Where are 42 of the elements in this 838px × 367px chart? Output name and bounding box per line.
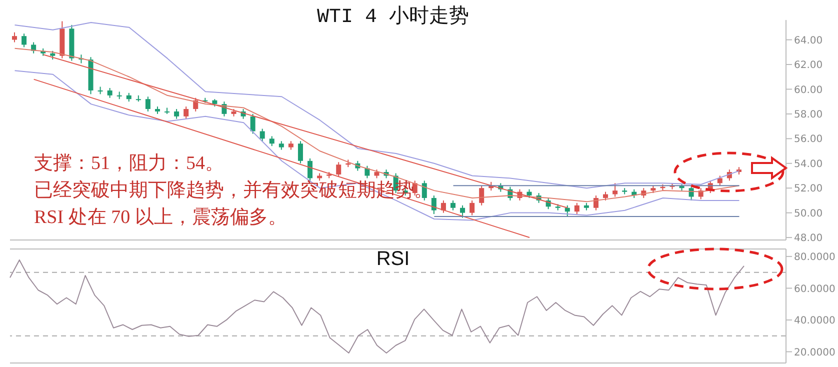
candlestick xyxy=(479,185,484,206)
y-tick-label: 80.0000 xyxy=(794,252,836,264)
chart-title: RSI xyxy=(375,248,411,271)
candlestick xyxy=(717,175,722,186)
y-tick-label: 54.00 xyxy=(794,158,823,170)
chart-title: WTI 4 小时走势 xyxy=(316,4,470,29)
y-tick-label: 40.0000 xyxy=(794,316,836,327)
candlestick xyxy=(145,96,150,112)
y-tick-label: 60.00 xyxy=(794,84,823,96)
candlestick xyxy=(184,106,189,120)
candlestick xyxy=(564,204,570,218)
y-tick-label: 50.00 xyxy=(794,208,823,220)
candlestick xyxy=(460,204,466,218)
annotation: RSI 处在 70 以上，震荡偏多。 xyxy=(34,206,287,230)
candlestick xyxy=(269,136,274,147)
candlestick xyxy=(612,182,618,198)
candlestick xyxy=(298,140,303,164)
y-tick-label: 58.00 xyxy=(794,109,823,120)
candlestick xyxy=(440,200,446,214)
candlestick xyxy=(574,202,580,215)
candlestick xyxy=(470,200,475,216)
y-tick-label: 52.00 xyxy=(794,184,823,195)
candlestick xyxy=(260,128,265,142)
candlestick xyxy=(250,113,256,134)
candlestick xyxy=(422,180,427,201)
y-tick-label: 48.00 xyxy=(794,233,823,244)
candlestick xyxy=(431,195,436,215)
line-series xyxy=(14,48,740,202)
y-tick-label: 64.00 xyxy=(794,35,823,46)
annotation: 支撑：51，阻力：54。 xyxy=(34,152,224,176)
y-tick-label: 62.00 xyxy=(794,60,823,72)
candlestick xyxy=(450,200,456,211)
candlestick xyxy=(308,158,313,182)
y-tick-label: 56.00 xyxy=(794,134,823,146)
candlestick xyxy=(174,108,180,120)
candlestick xyxy=(336,162,342,178)
y-tick-label: 20.0000 xyxy=(794,347,836,358)
candlestick xyxy=(22,33,27,48)
y-tick-label: 60.0000 xyxy=(794,284,836,295)
candlestick xyxy=(12,32,17,43)
candlestick xyxy=(107,87,112,98)
candlestick xyxy=(593,195,598,211)
